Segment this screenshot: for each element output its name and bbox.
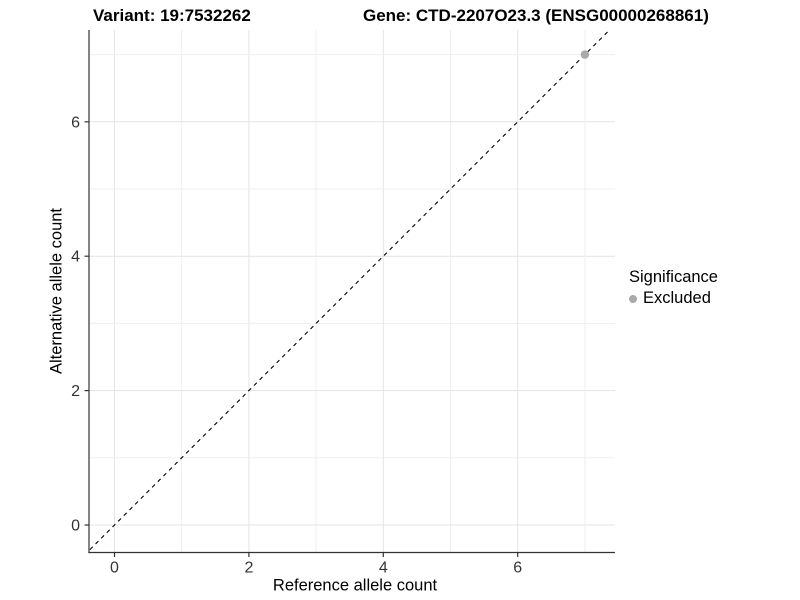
identity-dashed-line xyxy=(89,30,611,552)
y-tick-label-2: 2 xyxy=(71,383,80,400)
legend-title: Significance xyxy=(629,268,718,286)
y-tick-label-4: 4 xyxy=(71,249,80,266)
y-tick-label-0: 0 xyxy=(71,518,80,535)
y-tick-label-6: 6 xyxy=(71,114,80,131)
plot-title-variant: Variant: 19:7532262 xyxy=(93,6,251,25)
legend-item-excluded: Excluded xyxy=(629,289,718,308)
x-tick-label-6: 6 xyxy=(513,560,522,577)
x-tick-label-0: 0 xyxy=(110,560,119,577)
legend-item-label: Excluded xyxy=(643,289,711,307)
x-tick-label-4: 4 xyxy=(379,560,388,577)
x-tick-label-2: 2 xyxy=(244,560,253,577)
data-point-excluded xyxy=(580,50,590,59)
plot-title-gene: Gene: CTD-2207O23.3 (ENSG00000268861) xyxy=(363,6,709,25)
legend: Significance Excluded xyxy=(629,267,718,308)
x-axis-title: Reference allele count xyxy=(272,576,438,595)
excluded-point-icon xyxy=(629,294,637,303)
